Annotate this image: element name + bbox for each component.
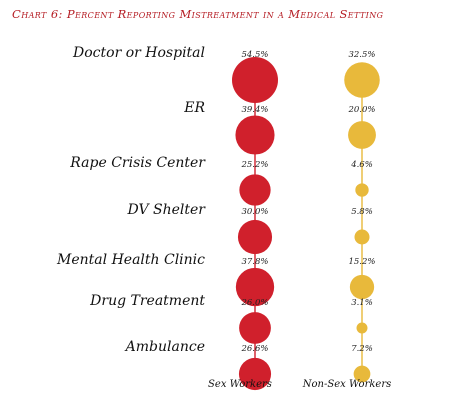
- sex-workers-bubble: [238, 357, 272, 391]
- data-label: 26.6%: [240, 344, 268, 354]
- data-label: 4.6%: [350, 160, 373, 170]
- data-label: 54.5%: [241, 50, 268, 60]
- category-label: Rape Crisis Center: [69, 155, 206, 171]
- non-sex-workers-bubble: [349, 274, 375, 300]
- non-sex-workers-bubble: [355, 183, 369, 197]
- data-label: 5.8%: [351, 207, 373, 217]
- data-label: 39.4%: [241, 105, 268, 115]
- sex-workers-bubble: [235, 267, 275, 307]
- category-label: Mental Health Clinic: [56, 252, 205, 268]
- non-sex-workers-bubble: [356, 322, 368, 334]
- category-label: ER: [183, 100, 205, 116]
- data-label: 7.2%: [351, 344, 373, 354]
- data-label: 37.8%: [241, 257, 268, 267]
- sex-workers-bubble: [232, 57, 278, 103]
- series-label: Sex Workers: [208, 379, 272, 390]
- data-label: 20.0%: [347, 105, 375, 115]
- category-label: Doctor or Hospital: [72, 45, 205, 61]
- data-label: 15.2%: [348, 257, 375, 267]
- data-label: 30.0%: [241, 207, 268, 217]
- sex-workers-bubble: [237, 219, 273, 255]
- series-label: Non-Sex Workers: [302, 379, 391, 390]
- sex-workers-bubble: [235, 115, 275, 155]
- sex-workers-bubble: [239, 312, 271, 344]
- non-sex-workers-bubble: [353, 365, 371, 383]
- chart-title: Chart 6: Percent Reporting Mistreatment …: [12, 7, 384, 21]
- category-label: Ambulance: [124, 339, 205, 355]
- non-sex-workers-bubble: [348, 121, 376, 149]
- sex-workers-bubble: [239, 174, 271, 206]
- data-label: 32.5%: [348, 50, 375, 60]
- data-label: 3.1%: [351, 298, 373, 308]
- category-label: Drug Treatment: [89, 293, 205, 309]
- data-label: 25.2%: [240, 160, 268, 170]
- non-sex-workers-bubble: [354, 229, 370, 245]
- category-label: DV Shelter: [126, 202, 206, 218]
- non-sex-workers-bubble: [344, 62, 380, 98]
- data-label: 26.0%: [240, 298, 268, 308]
